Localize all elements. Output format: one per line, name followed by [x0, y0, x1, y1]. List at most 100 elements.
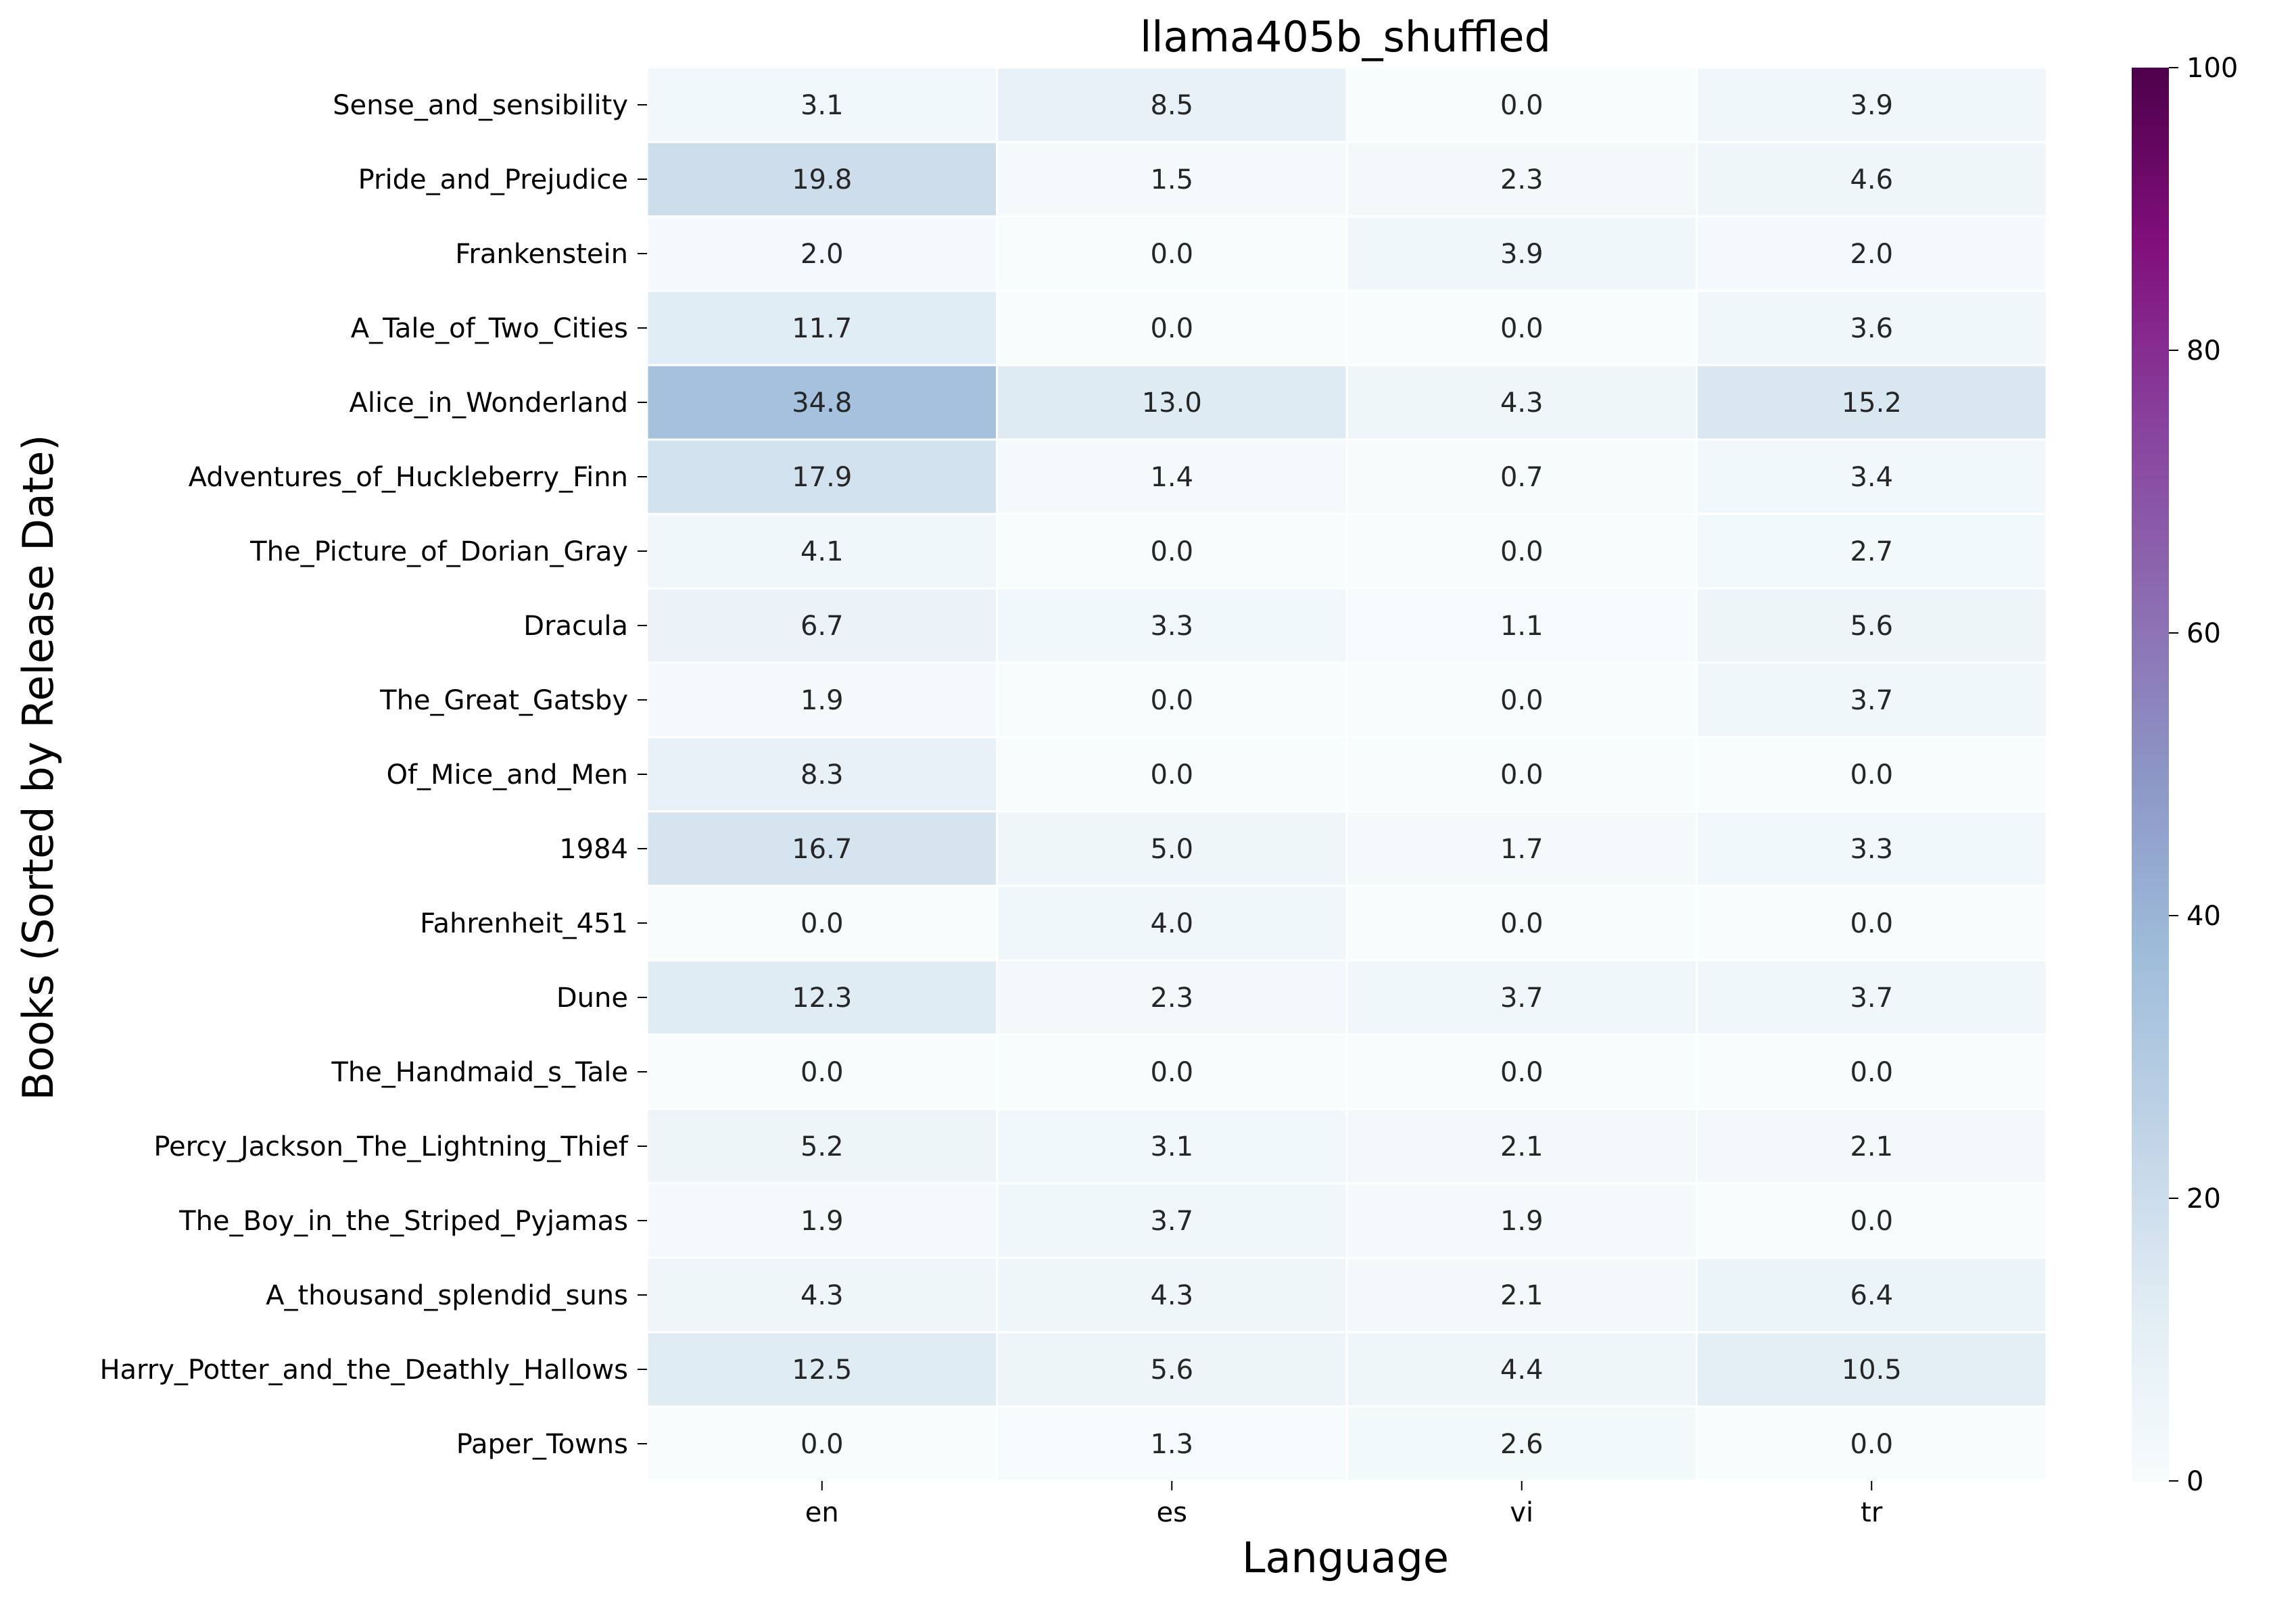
colorbar-tick-label: 40: [2186, 901, 2221, 932]
cell-value-label: 3.3: [1850, 834, 1893, 865]
cell-value-label: 0.0: [800, 1057, 844, 1088]
heatmap-cell: [1345, 438, 1698, 515]
cell-value-label: 2.3: [1150, 983, 1193, 1014]
heatmap-cell: [1696, 215, 2048, 292]
heatmap-cell: [1345, 66, 1698, 143]
heatmap-cell: [1696, 959, 2048, 1036]
cell-value-label: 2.7: [1850, 536, 1893, 567]
heatmap-cell: [1696, 1405, 2048, 1482]
colorbar-ticks: 0 20 40 60 80 100: [2169, 53, 2238, 1497]
colorbar-tick-label: 0: [2186, 1466, 2203, 1497]
cell-value-label: 3.3: [1150, 611, 1193, 642]
heatmap-cell: [1345, 884, 1698, 962]
y-tick-label: Frankenstein: [455, 239, 628, 270]
y-tick-label: Fahrenheit_451: [420, 908, 628, 939]
cell-value-label: 2.0: [800, 239, 844, 270]
y-tick-label: A_thousand_splendid_suns: [266, 1280, 628, 1311]
heatmap-cell: [646, 1182, 998, 1259]
heatmap-cell: [1345, 364, 1698, 441]
cell-value-label: 1.9: [800, 1206, 844, 1237]
cell-value-label: 3.9: [1850, 90, 1893, 121]
cell-value-label: 0.0: [1500, 90, 1544, 121]
cell-value-label: 0.0: [1850, 908, 1893, 939]
heatmap-cell: [1345, 1033, 1698, 1110]
y-tick-label: A_Tale_of_Two_Cities: [351, 313, 628, 344]
y-tick-label: The_Boy_in_the_Striped_Pyjamas: [178, 1206, 628, 1237]
heatmap-cell: [1345, 736, 1698, 813]
y-tick-label: Percy_Jackson_The_Lightning_Thief: [153, 1131, 629, 1162]
heatmap-cell: [646, 587, 998, 664]
colorbar-tick-label: 80: [2186, 335, 2221, 367]
cell-value-label: 3.6: [1850, 313, 1893, 344]
cell-value-label: 3.7: [1850, 983, 1893, 1014]
cell-value-label: 0.0: [1150, 1057, 1193, 1088]
heatmap-cell: [646, 66, 998, 143]
y-tick-label: The_Handmaid_s_Tale: [331, 1057, 628, 1088]
cell-value-label: 3.1: [800, 90, 844, 121]
cell-value-label: 4.3: [800, 1280, 844, 1311]
chart-title: llama405b_shuffled: [1140, 12, 1551, 62]
heatmap-cell: [1696, 1182, 2048, 1259]
cell-value-label: 0.0: [1150, 313, 1193, 344]
heatmap-cell: [996, 1256, 1348, 1334]
cell-value-label: 3.7: [1850, 685, 1893, 716]
cell-value-label: 2.1: [1500, 1280, 1544, 1311]
heatmap-cell: [1696, 1033, 2048, 1110]
cell-value-label: 4.1: [800, 536, 844, 567]
cell-value-label: 0.0: [1150, 536, 1193, 567]
cell-value-label: 11.7: [792, 313, 852, 344]
cell-value-label: 0.0: [1500, 759, 1544, 791]
heatmap-cell: [1345, 1256, 1698, 1334]
heatmap-cell: [996, 66, 1348, 143]
cell-value-label: 0.0: [1150, 685, 1193, 716]
cell-value-label: 34.8: [792, 387, 852, 419]
colorbar-tick-label: 100: [2186, 53, 2238, 84]
x-tick-label: tr: [1861, 1497, 1883, 1528]
cell-value-label: 0.0: [1500, 685, 1544, 716]
cell-value-label: 3.1: [1150, 1131, 1193, 1162]
heatmap-cell: [996, 1033, 1348, 1110]
heatmap-cell: [1696, 289, 2048, 367]
y-tick-label: Sense_and_sensibility: [333, 90, 628, 121]
heatmap-cell: [1345, 1108, 1698, 1185]
cell-value-label: 2.3: [1500, 164, 1544, 195]
y-tick-label: 1984: [559, 834, 628, 865]
cell-value-label: 2.0: [1850, 239, 1893, 270]
cell-value-label: 2.6: [1500, 1429, 1544, 1460]
heatmap-cell: [996, 438, 1348, 515]
heatmap-cell: [1696, 810, 2048, 887]
cell-value-label: 3.9: [1500, 239, 1544, 270]
cell-value-label: 8.5: [1150, 90, 1193, 121]
heatmap-cell: [646, 736, 998, 813]
cell-value-label: 0.0: [1850, 1206, 1893, 1237]
cell-value-label: 0.7: [1500, 462, 1544, 493]
heatmap-cell: [646, 438, 998, 515]
heatmap-cell: [996, 959, 1348, 1036]
cell-value-label: 4.6: [1850, 164, 1893, 195]
cell-value-label: 12.5: [792, 1354, 852, 1386]
heatmap-cell: [1696, 438, 2048, 515]
heatmap-cell: [1696, 884, 2048, 962]
heatmap-cell: [1696, 364, 2048, 441]
cell-value-label: 10.5: [1842, 1354, 1902, 1386]
cell-value-label: 2.1: [1850, 1131, 1893, 1162]
colorbar-tick-label: 20: [2186, 1183, 2221, 1214]
cell-value-label: 4.3: [1500, 387, 1544, 419]
y-tick-label: Alice_in_Wonderland: [350, 387, 629, 419]
colorbar: 0 20 40 60 80 100: [2132, 53, 2238, 1497]
cell-value-label: 5.6: [1150, 1354, 1193, 1386]
y-tick-label: The_Picture_of_Dorian_Gray: [249, 536, 628, 567]
y-axis-label: Books (Sorted by Release Date): [14, 435, 63, 1101]
cell-value-label: 3.4: [1850, 462, 1893, 493]
cell-value-label: 0.0: [1500, 313, 1544, 344]
cell-value-label: 0.0: [1850, 1057, 1893, 1088]
cell-value-label: 0.0: [1150, 759, 1193, 791]
heatmap-cell: [996, 289, 1348, 367]
y-tick-label: Dune: [556, 983, 628, 1014]
cell-value-label: 0.0: [1500, 908, 1544, 939]
cell-value-label: 3.7: [1150, 1206, 1193, 1237]
heatmap-cell: [646, 884, 998, 962]
cell-value-label: 3.7: [1500, 983, 1544, 1014]
heatmap-cell: [1345, 513, 1698, 590]
cell-value-label: 1.3: [1150, 1429, 1193, 1460]
